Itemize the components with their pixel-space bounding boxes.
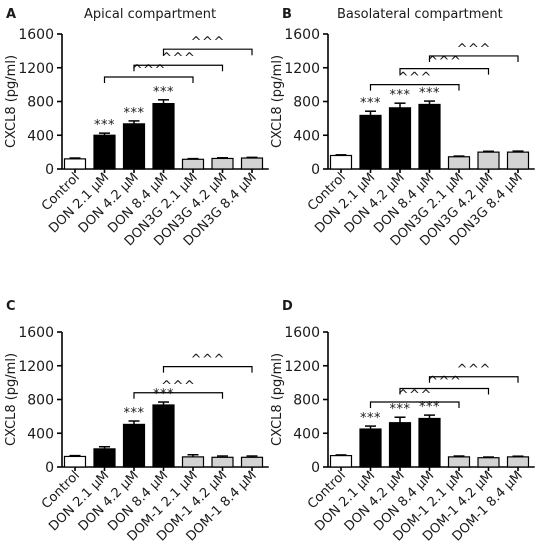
- bar: [447, 156, 471, 170]
- y-tick-label: 1600: [18, 27, 54, 43]
- bar: [240, 456, 264, 468]
- bar: [418, 103, 441, 170]
- panel-letter: D: [282, 299, 293, 314]
- comparison-bracket: [162, 48, 253, 56]
- y-axis-label: CXCL8 (pg/ml): [270, 353, 285, 446]
- y-tick-label: 1200: [284, 359, 320, 375]
- bar: [152, 103, 175, 170]
- bar: [506, 456, 530, 468]
- bar: [388, 107, 412, 170]
- panel-a: A Apical compartment CXCL8 (pg/ml) 0 400 800 1…: [4, 7, 269, 249]
- bar: [63, 158, 87, 170]
- bar: [329, 154, 353, 170]
- comparison-bracket: [369, 84, 460, 91]
- y-tick-label: 0: [45, 460, 54, 476]
- bar: [359, 428, 382, 468]
- bracket-label: ^^^: [427, 55, 461, 70]
- bracket-label: ^^^: [457, 363, 491, 378]
- comparison-bracket: [162, 365, 253, 373]
- comparison-bracket: [133, 64, 224, 72]
- significance-label: ***: [124, 406, 145, 421]
- bar: [211, 456, 234, 468]
- y-axis-label: CXCL8 (pg/ml): [270, 55, 285, 148]
- panel-letter: C: [6, 299, 16, 314]
- bar: [418, 417, 441, 468]
- y-tick-label: 1200: [18, 359, 54, 375]
- y-axis-label: CXCL8 (pg/ml): [4, 55, 19, 148]
- bar: [122, 123, 146, 170]
- bar: [447, 456, 471, 468]
- comparison-bracket: [428, 376, 519, 383]
- y-tick-label: 1600: [18, 325, 54, 341]
- y-axis-label: CXCL8 (pg/ml): [4, 353, 19, 446]
- significance-label: ***: [390, 402, 411, 417]
- y-tick-label: 400: [293, 128, 320, 144]
- comparison-bracket: [133, 392, 224, 399]
- comparison-bracket: [369, 401, 460, 409]
- significance-label: ***: [153, 85, 174, 100]
- panel-letter: B: [282, 7, 292, 22]
- comparison-bracket: [399, 67, 490, 75]
- y-tick-label: 0: [311, 162, 320, 178]
- bar: [211, 157, 234, 170]
- bar: [93, 134, 116, 170]
- bar: [122, 423, 146, 468]
- y-tick-label: 400: [27, 128, 54, 144]
- significance-label: ***: [360, 96, 381, 111]
- y-tick-label: 800: [293, 95, 320, 111]
- bracket-label: ^^^: [161, 51, 195, 66]
- bar: [329, 455, 353, 468]
- bar: [388, 422, 412, 468]
- y-tick-label: 1200: [18, 61, 54, 77]
- bar: [477, 457, 500, 468]
- y-tick-label: 800: [27, 393, 54, 409]
- y-tick-label: 0: [311, 460, 320, 476]
- bracket-label: ^^^: [398, 388, 432, 403]
- y-tick-label: 0: [45, 162, 54, 178]
- y-tick-label: 800: [293, 393, 320, 409]
- bar: [477, 151, 500, 170]
- significance-label: ***: [390, 88, 411, 103]
- bracket-label: ^^^: [161, 379, 195, 394]
- significance-label: ***: [124, 106, 145, 121]
- y-tick-label: 1200: [284, 61, 320, 77]
- bracket-label: ^^^: [457, 42, 491, 57]
- comparison-bracket: [103, 76, 194, 84]
- significance-label: ***: [153, 387, 174, 402]
- y-tick-label: 1600: [284, 325, 320, 341]
- bar: [152, 404, 175, 468]
- panel-title: Apical compartment: [84, 7, 216, 22]
- bar: [240, 157, 264, 170]
- significance-label: ***: [94, 118, 115, 133]
- significance-label: ***: [419, 86, 440, 101]
- bracket-label: ^^^: [191, 353, 225, 368]
- bar: [63, 455, 87, 468]
- y-tick-label: 1600: [284, 27, 320, 43]
- comparison-bracket: [399, 387, 490, 395]
- y-tick-label: 400: [293, 426, 320, 442]
- panel-letter: A: [6, 7, 16, 22]
- y-tick-label: 400: [27, 426, 54, 442]
- bar: [93, 448, 116, 468]
- significance-label: ***: [419, 400, 440, 415]
- y-tick-label: 800: [27, 95, 54, 111]
- panel-title: Basolateral compartment: [337, 7, 503, 22]
- bracket-label: ^^^: [427, 375, 461, 390]
- bracket-label: ^^^: [191, 35, 225, 50]
- bar: [181, 158, 205, 170]
- bracket-label: ^^^: [398, 71, 432, 86]
- bar: [359, 114, 382, 170]
- bracket-label: ^^^: [132, 63, 166, 78]
- bar: [181, 456, 205, 468]
- bar: [506, 151, 530, 170]
- significance-label: ***: [360, 411, 381, 426]
- comparison-bracket: [428, 55, 519, 62]
- panel-b: B Basolateral compartment CXCL8 (pg/ml) 0 40…: [270, 7, 535, 249]
